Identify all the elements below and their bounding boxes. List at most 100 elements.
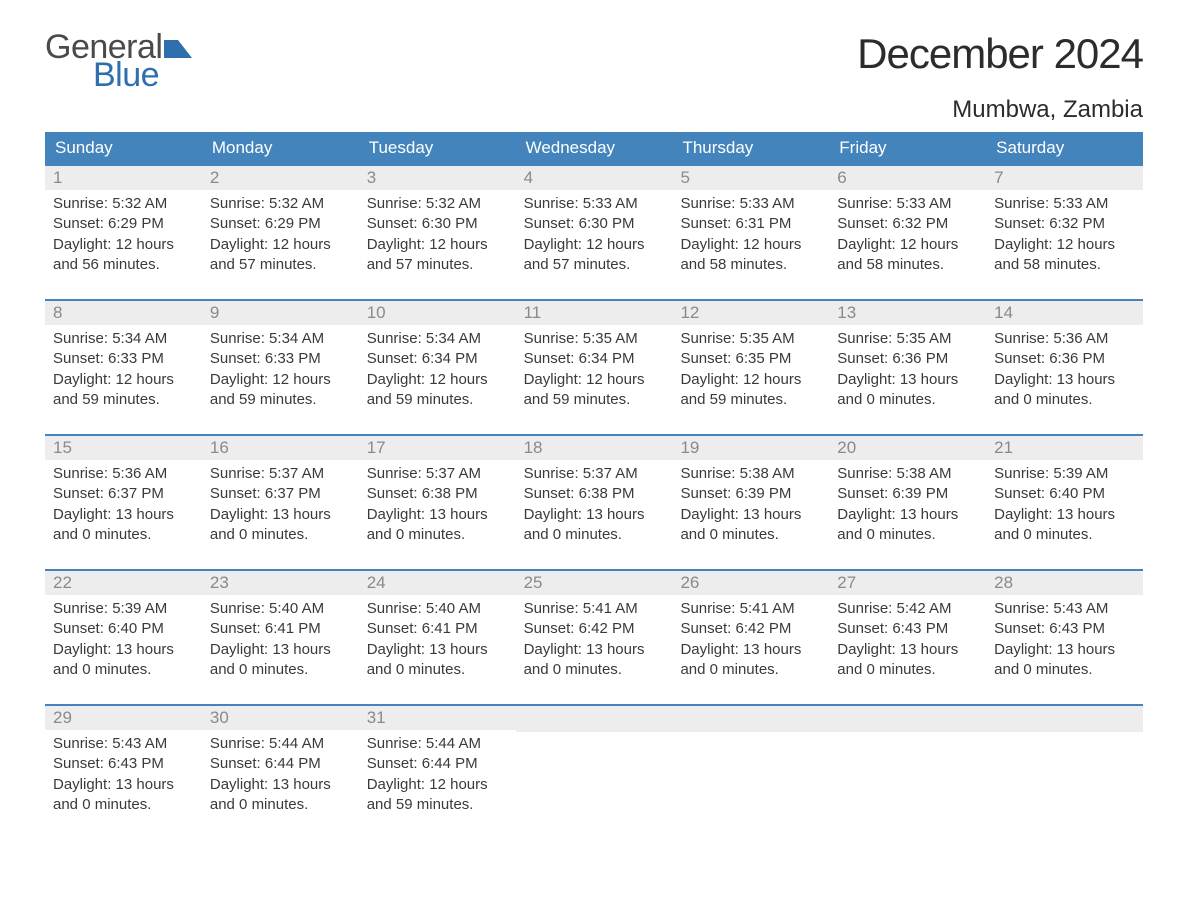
- day-number: 30: [202, 706, 359, 730]
- calendar-empty-day: [829, 706, 986, 823]
- day-body: Sunrise: 5:32 AMSunset: 6:29 PMDaylight:…: [202, 190, 359, 283]
- sunrise-text: Sunrise: 5:38 AM: [680, 464, 821, 484]
- sunrise-text: Sunrise: 5:32 AM: [53, 194, 194, 214]
- sunset-text: Sunset: 6:34 PM: [524, 349, 665, 369]
- daylight-text: Daylight: 12 hours and 59 minutes.: [210, 370, 351, 411]
- sunrise-text: Sunrise: 5:37 AM: [524, 464, 665, 484]
- day-number: 20: [829, 436, 986, 460]
- daylight-text: Daylight: 13 hours and 0 minutes.: [53, 775, 194, 816]
- calendar-day: 29Sunrise: 5:43 AMSunset: 6:43 PMDayligh…: [45, 706, 202, 823]
- sunset-text: Sunset: 6:31 PM: [680, 214, 821, 234]
- day-number: 15: [45, 436, 202, 460]
- day-body: Sunrise: 5:43 AMSunset: 6:43 PMDaylight:…: [986, 595, 1143, 688]
- header: General Blue December 2024 Mumbwa, Zambi…: [45, 30, 1143, 124]
- weekday-header: Thursday: [672, 132, 829, 164]
- weekday-header: Saturday: [986, 132, 1143, 164]
- calendar-day: 13Sunrise: 5:35 AMSunset: 6:36 PMDayligh…: [829, 301, 986, 418]
- daylight-text: Daylight: 12 hours and 58 minutes.: [837, 235, 978, 276]
- day-body: Sunrise: 5:41 AMSunset: 6:42 PMDaylight:…: [672, 595, 829, 688]
- logo: General Blue: [45, 30, 194, 92]
- sunrise-text: Sunrise: 5:34 AM: [210, 329, 351, 349]
- day-number: 5: [672, 166, 829, 190]
- day-number: 12: [672, 301, 829, 325]
- sunrise-text: Sunrise: 5:34 AM: [53, 329, 194, 349]
- daylight-text: Daylight: 13 hours and 0 minutes.: [680, 505, 821, 546]
- calendar-day: 26Sunrise: 5:41 AMSunset: 6:42 PMDayligh…: [672, 571, 829, 688]
- weekday-header: Sunday: [45, 132, 202, 164]
- daylight-text: Daylight: 13 hours and 0 minutes.: [994, 505, 1135, 546]
- day-body: Sunrise: 5:34 AMSunset: 6:34 PMDaylight:…: [359, 325, 516, 418]
- day-number: 13: [829, 301, 986, 325]
- day-number: 23: [202, 571, 359, 595]
- day-body: Sunrise: 5:36 AMSunset: 6:36 PMDaylight:…: [986, 325, 1143, 418]
- daylight-text: Daylight: 12 hours and 57 minutes.: [210, 235, 351, 276]
- day-body: Sunrise: 5:35 AMSunset: 6:36 PMDaylight:…: [829, 325, 986, 418]
- day-body: Sunrise: 5:39 AMSunset: 6:40 PMDaylight:…: [45, 595, 202, 688]
- day-number: 25: [516, 571, 673, 595]
- day-number: 3: [359, 166, 516, 190]
- daylight-text: Daylight: 12 hours and 58 minutes.: [994, 235, 1135, 276]
- calendar-day: 23Sunrise: 5:40 AMSunset: 6:41 PMDayligh…: [202, 571, 359, 688]
- daylight-text: Daylight: 13 hours and 0 minutes.: [680, 640, 821, 681]
- logo-word2: Blue: [93, 58, 194, 92]
- sunrise-text: Sunrise: 5:35 AM: [680, 329, 821, 349]
- calendar-empty-day: [986, 706, 1143, 823]
- calendar-day: 6Sunrise: 5:33 AMSunset: 6:32 PMDaylight…: [829, 166, 986, 283]
- sunset-text: Sunset: 6:32 PM: [994, 214, 1135, 234]
- daylight-text: Daylight: 12 hours and 58 minutes.: [680, 235, 821, 276]
- weekday-header: Monday: [202, 132, 359, 164]
- daylight-text: Daylight: 13 hours and 0 minutes.: [210, 640, 351, 681]
- calendar-day: 1Sunrise: 5:32 AMSunset: 6:29 PMDaylight…: [45, 166, 202, 283]
- calendar-day: 8Sunrise: 5:34 AMSunset: 6:33 PMDaylight…: [45, 301, 202, 418]
- daylight-text: Daylight: 13 hours and 0 minutes.: [210, 775, 351, 816]
- calendar-day: 27Sunrise: 5:42 AMSunset: 6:43 PMDayligh…: [829, 571, 986, 688]
- sunset-text: Sunset: 6:36 PM: [994, 349, 1135, 369]
- calendar-day: 12Sunrise: 5:35 AMSunset: 6:35 PMDayligh…: [672, 301, 829, 418]
- sunrise-text: Sunrise: 5:40 AM: [210, 599, 351, 619]
- day-body: Sunrise: 5:38 AMSunset: 6:39 PMDaylight:…: [829, 460, 986, 553]
- sunrise-text: Sunrise: 5:43 AM: [994, 599, 1135, 619]
- calendar-day: 5Sunrise: 5:33 AMSunset: 6:31 PMDaylight…: [672, 166, 829, 283]
- daylight-text: Daylight: 13 hours and 0 minutes.: [994, 640, 1135, 681]
- day-number: 28: [986, 571, 1143, 595]
- day-body: Sunrise: 5:35 AMSunset: 6:34 PMDaylight:…: [516, 325, 673, 418]
- day-number: 11: [516, 301, 673, 325]
- calendar-day: 18Sunrise: 5:37 AMSunset: 6:38 PMDayligh…: [516, 436, 673, 553]
- sunrise-text: Sunrise: 5:41 AM: [524, 599, 665, 619]
- sunrise-text: Sunrise: 5:44 AM: [367, 734, 508, 754]
- calendar-day: 9Sunrise: 5:34 AMSunset: 6:33 PMDaylight…: [202, 301, 359, 418]
- sunset-text: Sunset: 6:30 PM: [524, 214, 665, 234]
- sunset-text: Sunset: 6:42 PM: [680, 619, 821, 639]
- calendar-day: 15Sunrise: 5:36 AMSunset: 6:37 PMDayligh…: [45, 436, 202, 553]
- daylight-text: Daylight: 13 hours and 0 minutes.: [53, 505, 194, 546]
- daylight-text: Daylight: 13 hours and 0 minutes.: [524, 505, 665, 546]
- title-block: December 2024 Mumbwa, Zambia: [857, 30, 1143, 124]
- day-number: 4: [516, 166, 673, 190]
- calendar-day: 19Sunrise: 5:38 AMSunset: 6:39 PMDayligh…: [672, 436, 829, 553]
- day-number: 27: [829, 571, 986, 595]
- day-body: Sunrise: 5:41 AMSunset: 6:42 PMDaylight:…: [516, 595, 673, 688]
- daylight-text: Daylight: 13 hours and 0 minutes.: [837, 505, 978, 546]
- day-body: Sunrise: 5:40 AMSunset: 6:41 PMDaylight:…: [359, 595, 516, 688]
- day-body: Sunrise: 5:44 AMSunset: 6:44 PMDaylight:…: [202, 730, 359, 823]
- day-number: 22: [45, 571, 202, 595]
- day-body: Sunrise: 5:39 AMSunset: 6:40 PMDaylight:…: [986, 460, 1143, 553]
- sunrise-text: Sunrise: 5:42 AM: [837, 599, 978, 619]
- day-body: Sunrise: 5:37 AMSunset: 6:38 PMDaylight:…: [516, 460, 673, 553]
- weekday-header: Tuesday: [359, 132, 516, 164]
- sunset-text: Sunset: 6:29 PM: [53, 214, 194, 234]
- daylight-text: Daylight: 13 hours and 0 minutes.: [837, 640, 978, 681]
- calendar-day: 24Sunrise: 5:40 AMSunset: 6:41 PMDayligh…: [359, 571, 516, 688]
- day-body: Sunrise: 5:34 AMSunset: 6:33 PMDaylight:…: [202, 325, 359, 418]
- day-number: 18: [516, 436, 673, 460]
- day-number: 2: [202, 166, 359, 190]
- day-number: 8: [45, 301, 202, 325]
- sunrise-text: Sunrise: 5:35 AM: [524, 329, 665, 349]
- calendar-day: 10Sunrise: 5:34 AMSunset: 6:34 PMDayligh…: [359, 301, 516, 418]
- calendar-day: 16Sunrise: 5:37 AMSunset: 6:37 PMDayligh…: [202, 436, 359, 553]
- sunset-text: Sunset: 6:38 PM: [524, 484, 665, 504]
- day-body: Sunrise: 5:42 AMSunset: 6:43 PMDaylight:…: [829, 595, 986, 688]
- weekday-header: Friday: [829, 132, 986, 164]
- sunrise-text: Sunrise: 5:37 AM: [367, 464, 508, 484]
- sunset-text: Sunset: 6:36 PM: [837, 349, 978, 369]
